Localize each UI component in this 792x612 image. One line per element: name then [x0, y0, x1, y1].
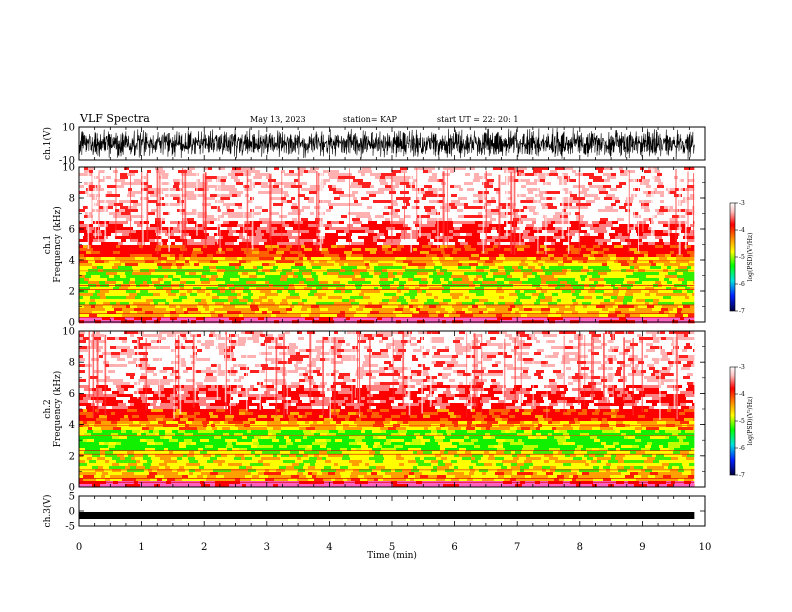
- xtick-label: 5: [389, 542, 395, 553]
- ch3-waveform-ytick-label: -5: [65, 522, 75, 533]
- ch1-spectrogram-colorbar-tick: -7: [739, 308, 745, 315]
- ch1-spectrogram-ytick-label: 8: [69, 194, 75, 205]
- xtick-label: 7: [514, 542, 520, 553]
- ch2-spectrogram-colorbar-tick: -6: [739, 445, 745, 452]
- ch3-waveform-ytick-label: 0: [69, 507, 75, 518]
- x-axis-label: Time (min): [367, 550, 417, 561]
- ch2-spectrogram-colorbar-tick: -7: [739, 472, 745, 479]
- ch2-spectrogram-colorbar: [729, 366, 736, 476]
- ch2-spectrogram-ytick-label: 8: [69, 358, 75, 369]
- xtick-label: 9: [639, 542, 645, 553]
- date-label: May 13, 2023: [250, 115, 306, 124]
- ch1-spectrogram-ytick-label: 2: [69, 287, 75, 298]
- ch1-spectrogram-colorbar-tick: -5: [739, 254, 745, 261]
- ch1-waveform-ylabel: ch.1(V): [42, 127, 53, 160]
- figure-title: VLF Spectra: [79, 112, 150, 125]
- xtick-label: 6: [451, 542, 457, 553]
- xtick-label: 0: [76, 542, 82, 553]
- ch1-spectrogram-ytick-label: 4: [69, 256, 75, 267]
- ch2-spectrogram-image: [79, 331, 705, 488]
- ch2-spectrogram-ytick-label: 6: [69, 389, 75, 400]
- xtick-label: 1: [138, 542, 144, 553]
- ch2-spectrogram-ytick-label: 10: [62, 327, 75, 338]
- start-time-label: start UT = 22: 20: 1: [437, 115, 518, 124]
- ch1-spectrogram-ytick-label: 0: [69, 318, 75, 329]
- ch2-spectrogram-ytick-label: 2: [69, 451, 75, 462]
- ch1-spectrogram-colorbar-tick: -3: [739, 200, 745, 207]
- xtick-label: 2: [201, 542, 207, 553]
- ch1-spectrogram-ytick-label: 10: [62, 163, 75, 174]
- ch2-spectrogram-ylabel-frequency: Frequency (kHz): [52, 371, 63, 448]
- ch1-spectrogram-ylabel-frequency: Frequency (kHz): [52, 206, 63, 283]
- ch3-waveform-ylabel: ch.3(V): [42, 495, 53, 528]
- ch1-spectrogram-colorbar: [729, 202, 736, 312]
- ch3-waveform-trace: [79, 512, 695, 519]
- xtick-label: 10: [699, 542, 712, 553]
- ch2-spectrogram-colorbar-tick: -5: [739, 418, 745, 425]
- ch2-spectrogram-colorbar-tick: -3: [739, 364, 745, 371]
- ch1-spectrogram-colorbar-tick: -6: [739, 281, 745, 288]
- ch2-spectrogram-colorbar-tick: -4: [739, 391, 745, 398]
- ch1-waveform-trace: [78, 127, 695, 160]
- ch1-waveform-ytick-label: -10: [59, 156, 75, 167]
- xtick-label: 3: [264, 542, 270, 553]
- ch1-spectrogram-image: [79, 167, 705, 324]
- xtick-label: 4: [326, 542, 332, 553]
- ch2-spectrogram-ytick-label: 0: [69, 483, 75, 494]
- station-label: station= KAP: [343, 115, 398, 124]
- ch2-spectrogram-ytick-label: 4: [69, 420, 75, 431]
- ch1-waveform-ytick-label: 10: [62, 123, 75, 134]
- ch3-waveform-ytick-label: 5: [69, 492, 75, 503]
- xtick-label: 8: [577, 542, 583, 553]
- ch1-spectrogram-colorbar-tick: -4: [739, 227, 745, 234]
- ch1-spectrogram-colorbar-label: log(PSD)(V²/Hz): [747, 233, 754, 282]
- ch1-spectrogram-ytick-label: 6: [69, 225, 75, 236]
- ch2-spectrogram-colorbar-label: log(PSD)(V²/Hz): [747, 397, 754, 446]
- ch2-spectrogram-ylabel: ch.2: [43, 399, 53, 418]
- ch1-spectrogram-ylabel: ch.1: [43, 235, 53, 254]
